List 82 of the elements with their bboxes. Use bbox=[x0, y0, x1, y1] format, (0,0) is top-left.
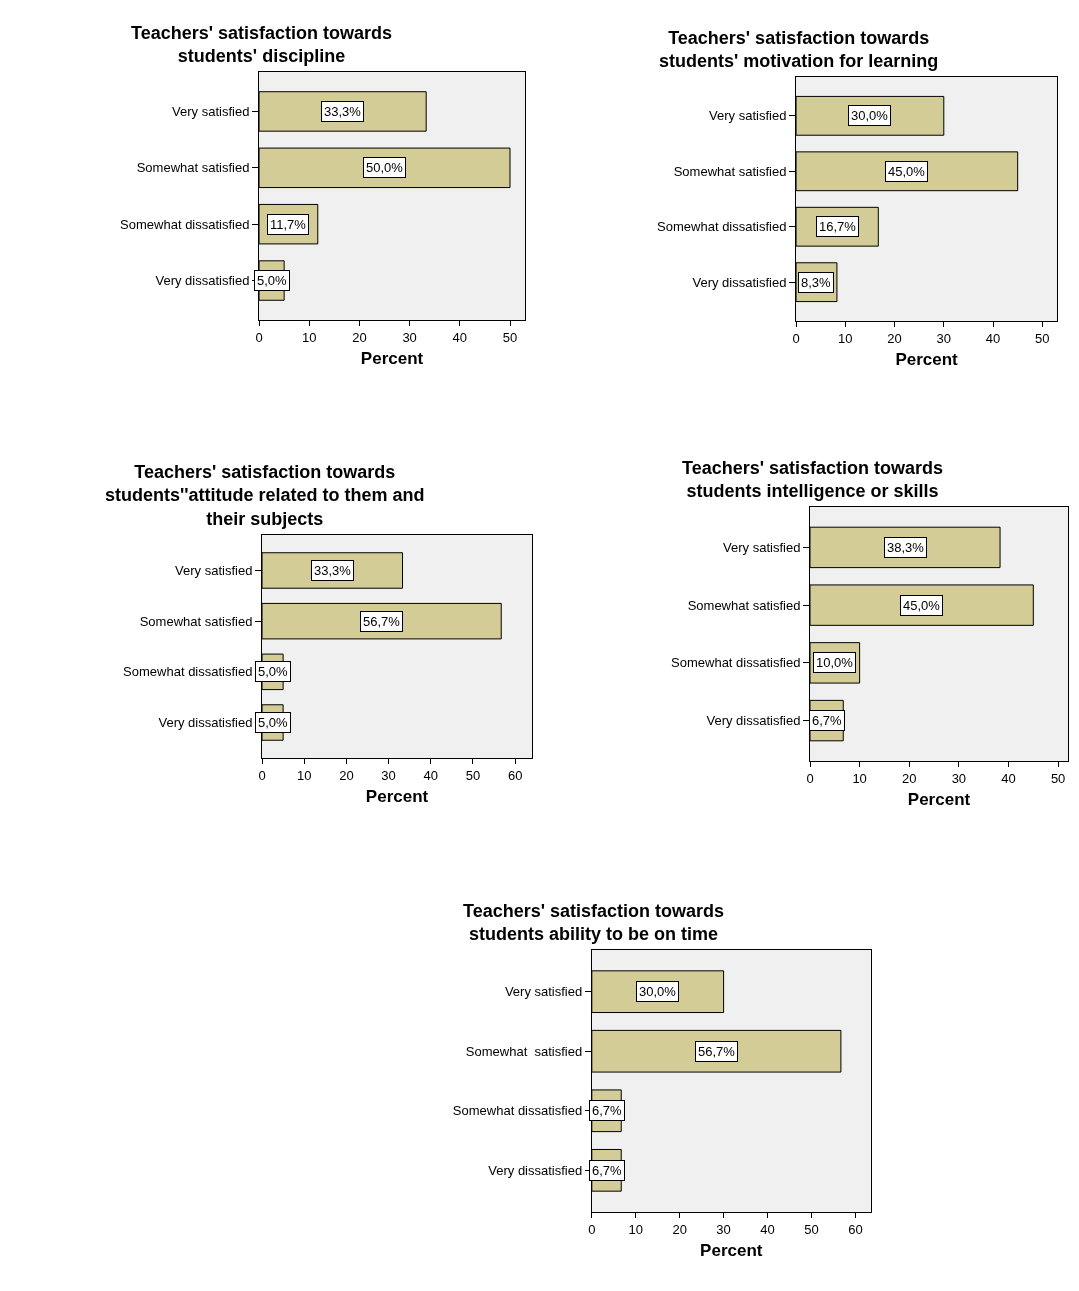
x-tick-label: 30 bbox=[936, 330, 952, 346]
data-label: 10,0% bbox=[816, 655, 854, 670]
x-tick-label: 10 bbox=[297, 767, 312, 783]
data-label: 5,0% bbox=[257, 273, 288, 288]
y-tick-label: Very satisfied bbox=[504, 984, 583, 1000]
y-tick-label: Somewhat satisfied bbox=[136, 160, 250, 176]
data-label: 16,7% bbox=[819, 219, 857, 234]
x-tick-label: 10 bbox=[302, 329, 317, 345]
data-label: 50,0% bbox=[366, 160, 404, 175]
data-label: 6,7% bbox=[592, 1163, 623, 1178]
x-tick-label: 60 bbox=[848, 1221, 863, 1237]
data-label: 33,3% bbox=[314, 563, 352, 578]
data-label: 30,0% bbox=[851, 108, 889, 123]
y-tick-label: Somewhat dissatisfied bbox=[120, 216, 250, 232]
y-tick-label: Very dissatisfied bbox=[488, 1162, 583, 1178]
x-tick-label: 60 bbox=[507, 767, 523, 783]
x-tick-label: 0 bbox=[258, 767, 266, 783]
y-tick-label: Very dissatisfied bbox=[692, 274, 787, 290]
x-tick-label: 40 bbox=[985, 330, 1001, 346]
x-tick-label: 10 bbox=[838, 330, 853, 346]
chart-title: Teachers' satisfaction towards students' motivation for learning bbox=[659, 28, 939, 72]
data-label: 45,0% bbox=[888, 164, 926, 179]
x-tick-label: 20 bbox=[339, 767, 354, 783]
x-tick-label: 20 bbox=[672, 1221, 687, 1237]
data-label: 56,7% bbox=[698, 1044, 736, 1059]
x-tick-label: 40 bbox=[423, 767, 439, 783]
data-label: 5,0% bbox=[258, 664, 289, 679]
y-tick-label: Somewhat dissatisfied bbox=[671, 655, 801, 671]
x-tick-label: 0 bbox=[806, 770, 814, 786]
y-tick-label: Somewhat satisfied bbox=[673, 163, 787, 179]
x-tick-label: 40 bbox=[452, 329, 468, 345]
data-label: 38,3% bbox=[887, 540, 925, 555]
x-tick-label: 20 bbox=[902, 770, 917, 786]
y-tick-label: Somewhat satisfied bbox=[139, 613, 253, 629]
y-tick-label: Somewhat dissatisfied bbox=[452, 1103, 583, 1119]
y-tick-label: Very dissatisfied bbox=[706, 713, 801, 729]
y-tick-label: Very satisfied bbox=[175, 563, 253, 579]
x-tick-label: 50 bbox=[1050, 770, 1066, 786]
data-label: 6,7% bbox=[592, 1103, 623, 1118]
y-tick-label: Very satisfied bbox=[723, 539, 801, 555]
x-tick-label: 30 bbox=[381, 767, 396, 783]
x-tick-label: 50 bbox=[465, 767, 481, 783]
x-axis-title: Percent bbox=[360, 349, 424, 368]
data-label: 8,3% bbox=[801, 275, 832, 290]
x-axis-title: Percent bbox=[895, 350, 959, 369]
y-tick-label: Somewhat dissatisfied bbox=[123, 664, 253, 680]
data-label: 33,3% bbox=[324, 104, 362, 119]
y-tick-label: Somewhat satisfied bbox=[465, 1043, 583, 1059]
chart-title: Teachers' satisfaction towards students ability to be on time bbox=[463, 901, 725, 945]
data-label: 11,7% bbox=[270, 217, 307, 232]
x-tick-label: 0 bbox=[792, 330, 800, 346]
y-tick-label: Very dissatisfied bbox=[155, 273, 250, 289]
x-tick-label: 50 bbox=[804, 1221, 819, 1237]
x-tick-label: 0 bbox=[255, 329, 263, 345]
x-tick-label: 10 bbox=[628, 1221, 643, 1237]
x-tick-label: 40 bbox=[760, 1221, 775, 1237]
x-tick-label: 0 bbox=[588, 1221, 596, 1237]
x-tick-label: 30 bbox=[951, 770, 967, 786]
chart-title: Teachers' satisfaction towards students''attitude related to them and their subjects bbox=[105, 462, 425, 529]
y-tick-label: Somewhat dissatisfied bbox=[657, 219, 787, 235]
data-label: 30,0% bbox=[639, 984, 677, 999]
x-axis-title: Percent bbox=[365, 787, 429, 806]
y-tick-label: Very dissatisfied bbox=[158, 715, 253, 731]
x-tick-label: 30 bbox=[716, 1221, 731, 1237]
data-label: 56,7% bbox=[363, 614, 401, 629]
y-tick-label: Very satisfied bbox=[172, 104, 250, 119]
data-label: 45,0% bbox=[903, 598, 941, 613]
data-label: 5,0% bbox=[258, 715, 289, 730]
x-tick-label: 20 bbox=[352, 329, 367, 345]
x-tick-label: 10 bbox=[852, 770, 867, 786]
x-tick-label: 20 bbox=[887, 330, 902, 346]
x-axis-title: Percent bbox=[907, 790, 971, 809]
x-tick-label: 30 bbox=[402, 329, 417, 345]
chart-title: Teachers' satisfaction towards students' discipline bbox=[131, 23, 393, 67]
x-tick-label: 40 bbox=[1001, 770, 1016, 786]
x-tick-label: 50 bbox=[1035, 330, 1050, 346]
y-tick-label: Very satisfied bbox=[709, 108, 787, 124]
x-tick-label: 50 bbox=[502, 329, 518, 345]
y-tick-label: Somewhat satisfied bbox=[687, 597, 801, 613]
chart-title: Teachers' satisfaction towards students intelligence or skills bbox=[682, 458, 944, 502]
x-axis-title: Percent bbox=[700, 1241, 763, 1260]
data-label: 6,7% bbox=[812, 713, 843, 728]
